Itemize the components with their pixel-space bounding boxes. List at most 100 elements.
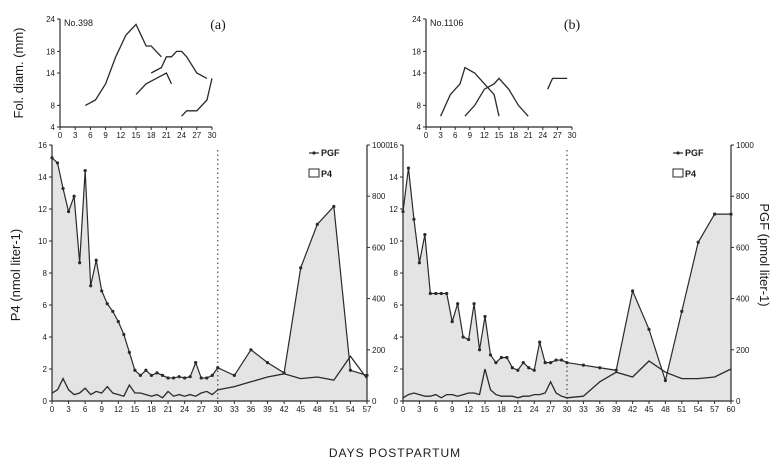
p4-line [402,360,732,399]
follicle-y-tick-label: 18 [46,47,55,56]
pgf-point [61,186,65,191]
pgf-point [66,209,71,214]
main-x-tick-label: 30 [563,405,572,414]
p4-y-tick-label: 2 [394,365,399,374]
p4-y-tick-label: 10 [389,237,398,246]
p4-y-tick-label: 8 [43,269,48,278]
follicle-y-axis-title: Fol. diam. (mm) [11,28,26,119]
pgf-point [461,335,465,339]
p4-y-tick-label: 4 [43,333,48,342]
main-x-tick-label: 42 [280,405,289,414]
follicle-x-tick-label: 12 [480,131,489,140]
legend-pgf-marker [312,151,316,155]
p4-line [51,355,368,399]
pgf-point [232,373,236,377]
pgf-point [423,233,427,237]
follicle-growth-line [181,78,213,117]
follicle-growth-line [464,77,529,117]
follicle-y-tick-label: 4 [417,123,422,132]
follicle-y-tick-label: 18 [412,47,421,56]
main-x-tick-label: 36 [246,405,255,414]
pgf-y-tick-label: 0 [372,397,377,406]
main-x-tick-label: 42 [628,405,637,414]
pgf-point [598,366,602,370]
main-x-tick-label: 39 [263,405,272,414]
main-x-tick-label: 0 [50,405,55,414]
main-x-tick-label: 30 [213,405,222,414]
pgf-point [510,366,514,370]
pgf-point [680,309,684,313]
pgf-point [516,368,520,372]
follicle-x-tick-label: 15 [132,131,141,140]
pgf-point [210,373,214,377]
follicle-x-tick-label: 3 [73,131,78,140]
pgf-point [138,373,143,377]
legend-p4-label: P4 [321,169,332,179]
pgf-point [445,291,449,296]
p4-y-tick-label: 4 [394,333,399,342]
pgf-point [483,314,487,319]
legend-p4-swatch [308,168,320,178]
pgf-point [532,368,536,372]
main-x-tick-label: 51 [329,405,338,414]
pgf-point [72,194,76,198]
pgf-point [499,355,503,360]
pgf-point [149,373,154,377]
pgf-point [127,350,131,354]
pgf-y-tick-label: 600 [736,243,750,252]
pgf-point [406,166,411,170]
pgf-point [467,337,471,342]
panel-letter: (b) [564,18,581,33]
main-x-tick-label: 48 [313,405,322,414]
pgf-point [265,361,270,365]
main-x-tick-label: 18 [497,405,506,414]
follicle-x-tick-label: 0 [58,131,63,140]
follicle-x-tick-label: 0 [424,131,429,140]
pgf-point [89,284,93,288]
main-x-tick-label: 3 [66,405,71,414]
pgf-point [177,375,181,379]
p4-y-tick-label: 14 [38,173,47,182]
main-x-tick-label: 33 [579,405,588,414]
main-x-tick-label: 39 [612,405,621,414]
pgf-point [155,371,159,375]
legend-p4-swatch [672,168,684,178]
pgf-point [105,302,109,306]
pgf-point [565,361,569,365]
main-x-tick-label: 36 [595,405,604,414]
panel-letter: (a) [210,18,226,33]
pgf-point [439,291,443,296]
main-x-tick-label: 15 [481,405,490,414]
pgf-point [663,378,668,383]
pgf-point [188,375,192,379]
pgf-y-tick-label: 800 [736,192,750,201]
animal-id: No.398 [64,18,93,28]
pgf-point [417,261,421,265]
follicle-y-tick-label: 8 [51,101,56,110]
pgf-point [521,361,525,365]
pgf-y-tick-label: 600 [372,243,386,252]
p4-y-tick-label: 8 [394,269,399,278]
main-x-tick-label: 24 [180,405,189,414]
follicle-growth-line [135,72,173,96]
main-x-tick-label: 12 [464,405,473,414]
pgf-point [472,302,476,306]
pgf-y-tick-label: 800 [372,192,386,201]
follicle-x-tick-label: 24 [177,131,186,140]
pgf-point [713,212,717,216]
main-x-tick-label: 60 [727,405,736,414]
pgf-point [631,289,635,293]
x-axis-title: DAYS POSTPARTUM [329,446,461,460]
follicle-growth-line [547,77,568,90]
pgf-point [100,289,104,293]
p4-y-tick-label: 12 [389,205,398,214]
pgf-point [647,327,651,331]
pgf-point [299,266,303,270]
follicle-x-tick-label: 21 [524,131,533,140]
main-x-tick-label: 0 [401,405,406,414]
main-x-tick-label: 9 [450,405,455,414]
follicle-growth-line [440,66,500,117]
pgf-y-tick-label: 1000 [372,141,390,150]
pgf-point [50,156,54,160]
p4-y-tick-label: 0 [43,397,48,406]
